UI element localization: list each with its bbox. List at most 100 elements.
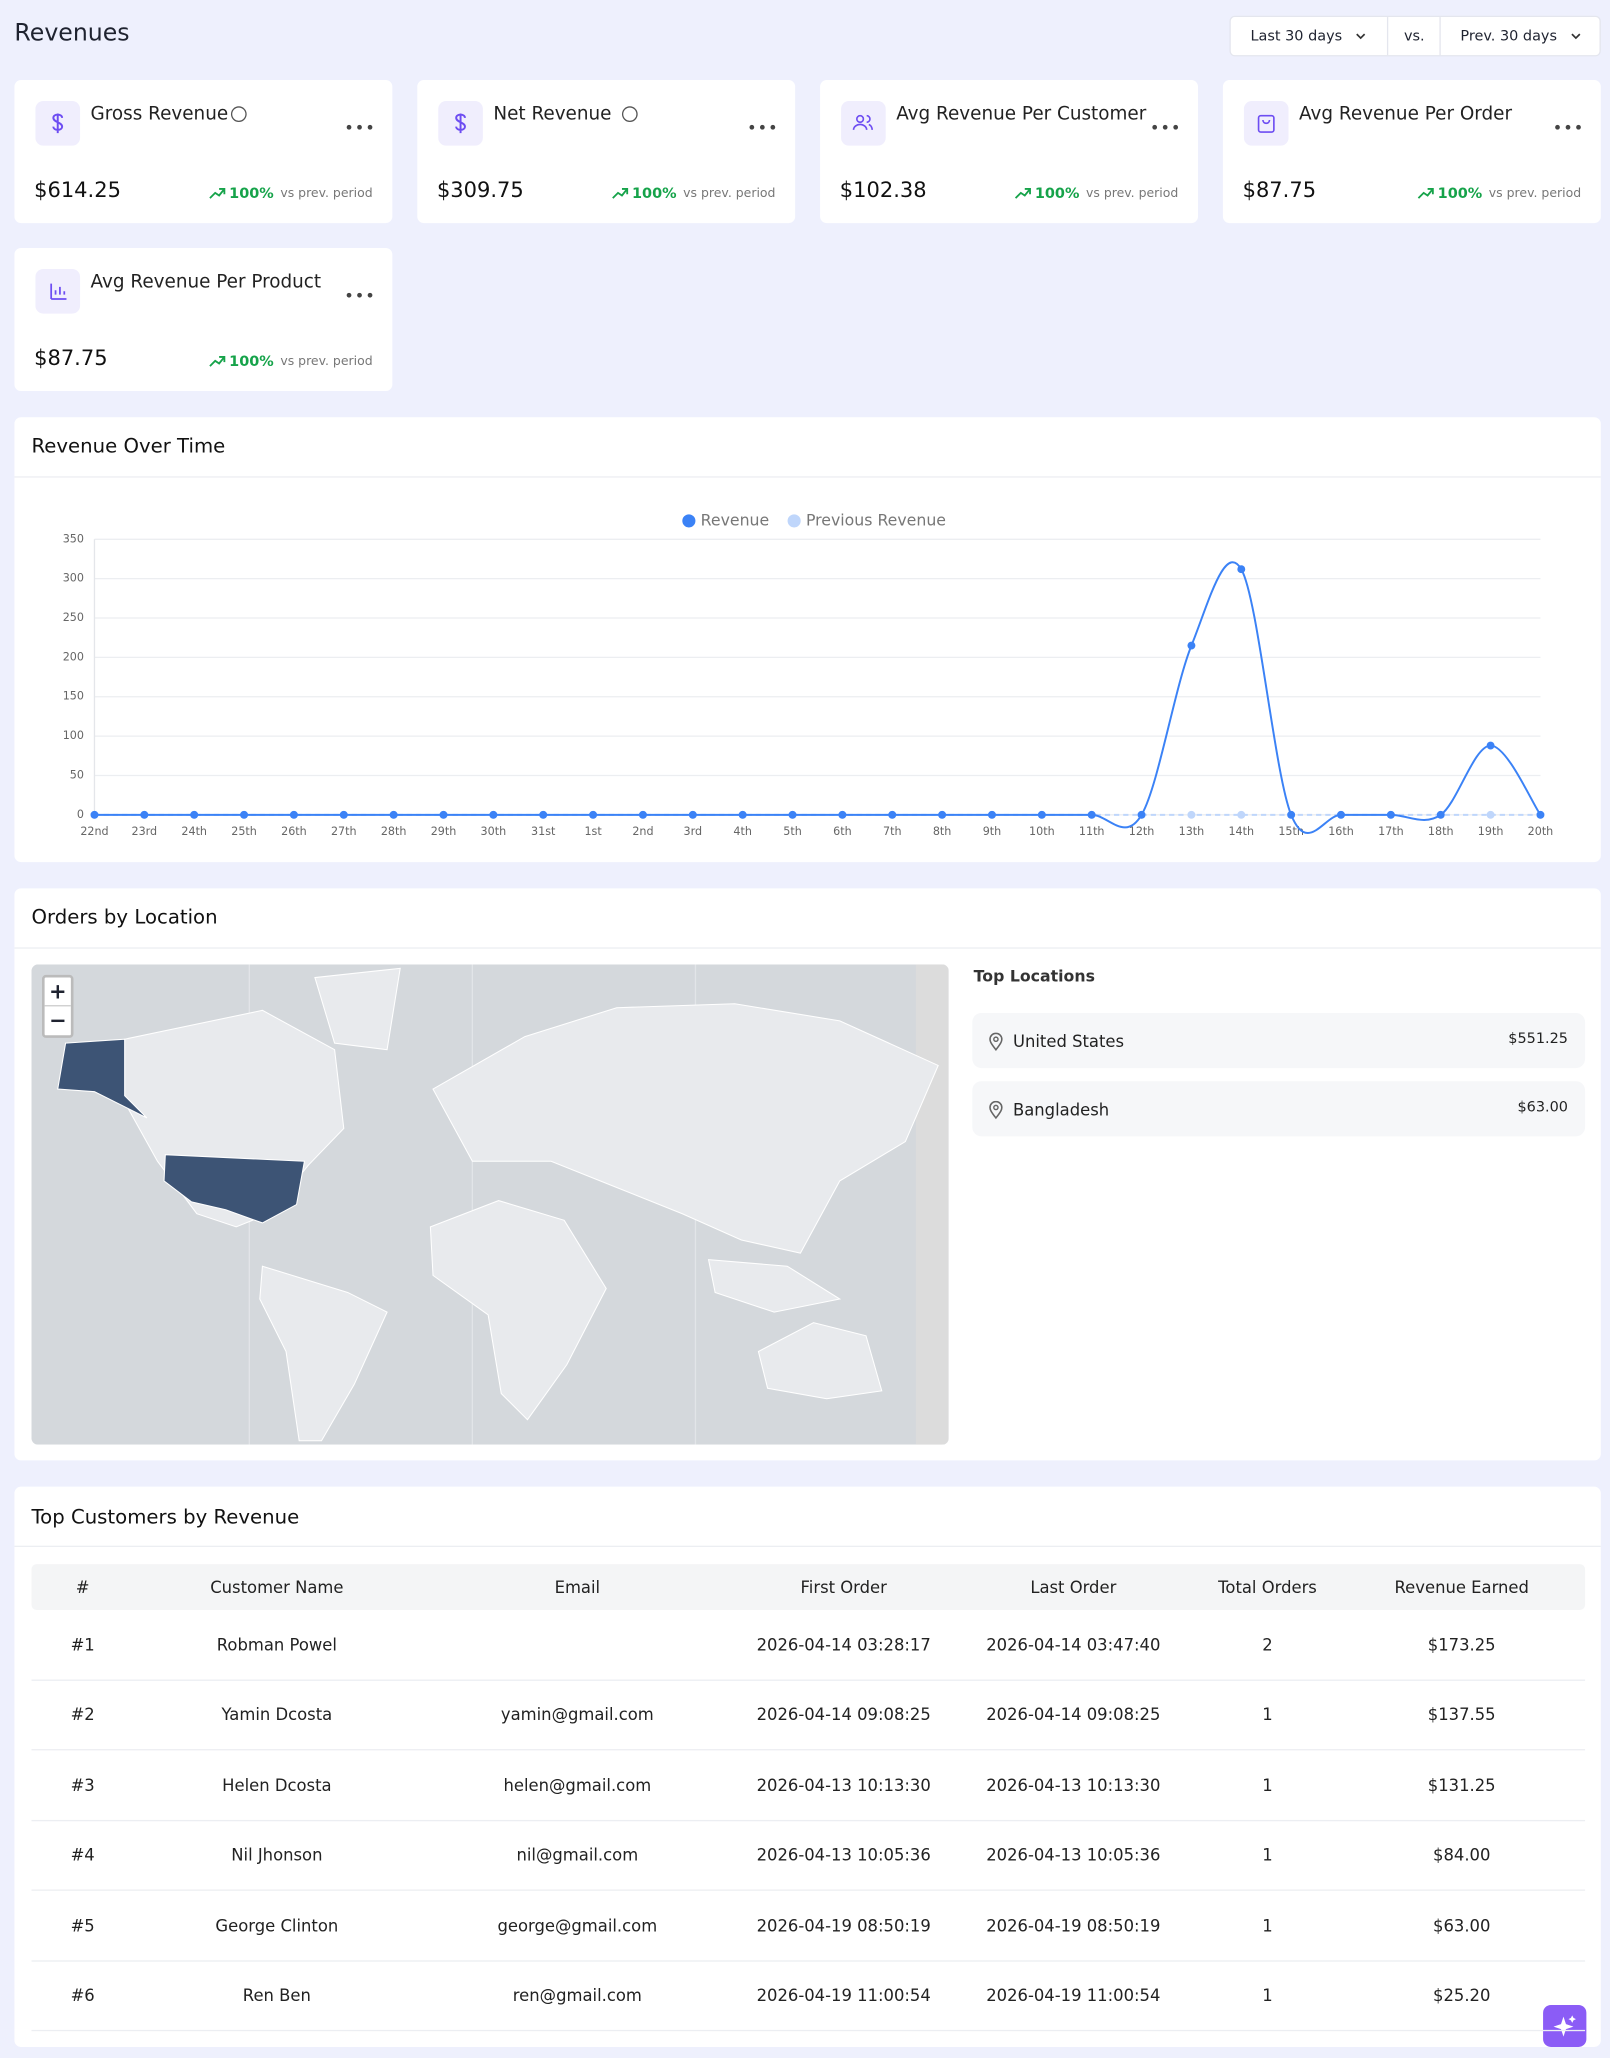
x-tick-label: 19th [1478,825,1504,838]
table-cell: ren@gmail.com [512,1985,642,2005]
kpi-icon [841,101,886,146]
dots [1555,124,1581,130]
kpi-label: Avg Revenue Per Order [1299,103,1513,125]
x-tick-label: 4th [733,825,752,838]
info-icon [230,106,247,123]
location-item: Bangladesh $63.00 [972,1081,1586,1137]
kpi-menu[interactable] [748,110,777,130]
x-tick-label: 25th [231,825,257,838]
kpi-menu[interactable] [345,110,374,130]
x-tick-label: 22nd [80,825,108,838]
x-tick-label: 13th [1179,825,1205,838]
y-tick-label: 100 [63,729,84,742]
kpi-change-note: vs prev. period [280,353,373,369]
data-point [1037,810,1046,819]
data-point [190,810,199,819]
x-tick-label: 18th [1428,825,1454,838]
kpi-label: Net Revenue [493,103,612,125]
data-point [1536,810,1545,819]
legend-swatch [682,514,696,528]
divider [14,1545,1601,1548]
data-point [240,810,248,819]
data-point [439,810,448,819]
data-point [1486,741,1495,750]
pin-icon [989,1032,1003,1051]
x-tick-label: 20th [1528,825,1554,838]
kpi-change: 100% vs prev. period [208,184,373,202]
range-dropdown[interactable]: Last 30 days [1250,27,1343,45]
series-line [94,561,1542,834]
divider [14,947,1601,949]
table-cell: 2026-04-19 08:50:19 [756,1915,931,1935]
y-tick-label: 300 [63,572,84,585]
table-cell: #2 [70,1704,95,1725]
kpi-change-note: vs prev. period [683,185,776,201]
data-point [888,810,897,819]
icon [52,113,64,134]
x-tick-label: 6th [833,825,852,838]
data-point [1386,810,1395,819]
x-tick-label: 10th [1029,825,1055,838]
data-point [1237,810,1246,819]
zoom-out[interactable]: − [48,1007,67,1033]
compare-dropdown[interactable]: Prev. 30 days [1460,27,1557,45]
data-point [738,810,747,819]
kpi-menu[interactable] [1554,110,1583,130]
column-header: Last Order [1030,1577,1117,1597]
table-cell: 1 [1262,1775,1273,1795]
table-cell: George Clinton [215,1915,339,1935]
y-tick-label: 250 [63,611,84,624]
legend-item[interactable]: Revenue [682,510,769,529]
table-cell: 2026-04-13 10:05:36 [756,1845,931,1865]
dots [749,124,776,130]
x-tick-label: 24th [181,825,207,838]
row-divider [31,1959,1586,1962]
kpi-icon [1243,101,1289,146]
location-title: Orders by Location [31,905,218,929]
data-point [938,810,947,819]
table-cell: 2026-04-13 10:05:36 [986,1845,1161,1865]
legend-item[interactable]: Previous Revenue [787,510,946,529]
table-cell: #4 [70,1845,95,1865]
zoom-controls: + − [41,974,74,1038]
data-point [539,810,548,819]
data-point [688,810,697,819]
kpi-value: $87.75 [1242,177,1317,203]
data-point [389,810,398,819]
column-header: # [75,1577,90,1597]
data-point [289,810,298,819]
dots [346,292,373,298]
table-cell: #3 [70,1775,95,1795]
data-point [90,810,99,819]
x-tick-label: 11th [1079,825,1105,838]
kpi-label: Gross Revenue [90,103,229,125]
kpi-value: $309.75 [436,177,524,203]
kpi-change-value: 100% [229,184,274,202]
x-tick-label: 27th [331,825,357,838]
kpi-menu[interactable] [345,278,374,298]
column-header: First Order [800,1577,887,1597]
kpi-change-note: vs prev. period [280,185,373,201]
data-point [639,810,647,819]
trend-icon [1417,188,1434,199]
table-cell: 2026-04-13 10:13:30 [986,1775,1161,1795]
data-point [1287,810,1296,819]
table-cell: 2026-04-19 11:00:54 [756,1985,931,2005]
x-tick-label: 3rd [684,825,703,838]
table-cell: Nil Jhonson [231,1845,323,1865]
assistant-button[interactable] [1543,2004,1587,2047]
data-point [838,810,847,819]
kpi-change-value: 100% [1437,184,1483,202]
zoom-in[interactable]: + [44,978,71,1007]
kpi-value: $87.75 [34,345,108,371]
chart-title: Revenue Over Time [31,434,226,458]
kpi-icon [438,101,483,146]
table-cell: 1 [1262,1845,1273,1865]
row-divider [31,2029,1586,2032]
chevron [1571,33,1581,40]
pin-icon [989,1100,1003,1120]
table-cell: $63.00 [1433,1915,1491,1935]
icon [852,114,873,130]
kpi-menu[interactable] [1151,110,1180,130]
